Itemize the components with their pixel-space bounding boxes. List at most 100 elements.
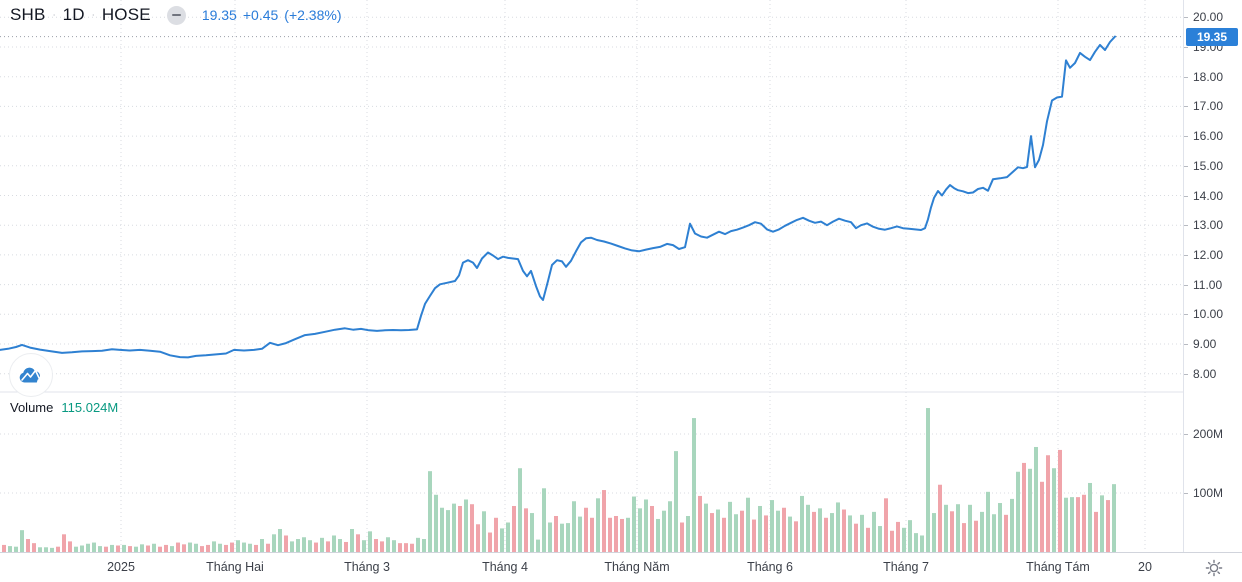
axis-tick-mark <box>1184 314 1188 316</box>
volume-bar <box>620 518 624 552</box>
volume-bar <box>764 515 768 552</box>
volume-bar <box>692 418 696 552</box>
volume-bar <box>356 534 360 552</box>
time-axis-label: Tháng Hai <box>206 560 264 574</box>
axis-tick-mark <box>1184 344 1188 345</box>
volume-bar <box>614 516 618 552</box>
exchange-label: HOSE <box>101 5 151 24</box>
volume-bar <box>638 508 642 552</box>
price-line-series <box>0 35 1116 359</box>
settings-gear-icon[interactable] <box>1205 559 1223 577</box>
volume-bar <box>782 507 786 552</box>
symbol-name: SHB <box>10 5 46 24</box>
volume-bar <box>890 530 894 552</box>
volume-bar <box>848 515 852 552</box>
price-axis-label: 14.00 <box>1193 188 1224 203</box>
volume-bar <box>560 523 564 552</box>
legend-separator: ∙ <box>91 9 95 21</box>
price-axis-label: 10.00 <box>1193 307 1224 322</box>
volume-bar <box>710 513 714 552</box>
volume-bar <box>818 508 822 552</box>
volume-bar <box>38 547 42 552</box>
volume-label: Volume <box>10 400 54 415</box>
volume-bar <box>878 526 882 552</box>
volume-bar <box>110 544 114 552</box>
axis-tick-mark <box>1184 47 1188 48</box>
volume-bar <box>62 534 66 552</box>
time-axis[interactable]: 2025 Tháng Hai Tháng 3 Tháng 4 Tháng Năm Thán… <box>0 552 1242 582</box>
volume-bar <box>410 543 414 552</box>
volume-bar <box>200 546 204 552</box>
volume-bar <box>122 544 126 552</box>
volume-bar <box>896 521 900 552</box>
volume-bar <box>1094 511 1098 552</box>
volume-bar <box>788 516 792 552</box>
volume-bar <box>590 517 594 552</box>
time-axis-label: Tháng 3 <box>344 560 390 574</box>
axis-tick-mark <box>1184 373 1188 375</box>
volume-bar <box>1064 497 1068 552</box>
price-axis-label: 8.00 <box>1193 366 1217 381</box>
volume-bar <box>230 542 234 552</box>
volume-bar <box>572 501 576 552</box>
volume-bar <box>902 527 906 552</box>
axis-tick-mark <box>1184 106 1188 108</box>
chart-plot-area[interactable] <box>0 0 1183 552</box>
volume-bar <box>746 497 750 552</box>
volume-bar <box>914 533 918 552</box>
volume-bar <box>44 547 48 552</box>
quote-change: +0.45 <box>242 7 279 23</box>
volume-bar <box>92 542 96 552</box>
volume-bar <box>164 544 168 552</box>
volume-bar <box>566 523 570 552</box>
volume-bar <box>968 504 972 552</box>
volume-bar <box>296 539 300 552</box>
volume-bar <box>86 543 90 552</box>
volume-bar <box>1106 500 1110 552</box>
volume-bar <box>482 511 486 552</box>
legend-collapse-button[interactable] <box>166 5 186 25</box>
volume-bar <box>188 542 192 552</box>
symbol-legend[interactable]: SHB ∙ 1D ∙ HOSE 19.35 +0.45 (+2.38%) <box>10 4 342 26</box>
volume-bar <box>32 543 36 552</box>
volume-bar <box>908 520 912 552</box>
volume-bar <box>140 544 144 552</box>
volume-bar <box>1112 484 1116 552</box>
volume-bar <box>1058 449 1062 552</box>
volume-bar <box>956 504 960 552</box>
volume-bar <box>770 500 774 552</box>
volume-bar <box>806 504 810 552</box>
volume-legend[interactable]: Volume 115.024M <box>10 400 118 415</box>
tradingview-logo <box>9 353 53 397</box>
price-axis[interactable]: 20.00 19.00 18.00 17.00 16.00 15.00 14.00 13.00… <box>1183 0 1242 552</box>
volume-bar <box>554 516 558 552</box>
volume-bar <box>1076 497 1080 552</box>
price-axis-label: 20.00 <box>1193 10 1224 25</box>
volume-bar <box>872 511 876 552</box>
volume-bar <box>920 535 924 552</box>
volume-bar <box>950 511 954 552</box>
volume-bar <box>704 503 708 552</box>
volume-bar <box>518 468 522 552</box>
volume-bar <box>254 544 258 552</box>
volume-bar <box>776 510 780 552</box>
volume-bar <box>158 546 162 552</box>
volume-value: 115.024M <box>61 400 119 415</box>
volume-bar <box>362 540 366 552</box>
volume-bar <box>194 543 198 552</box>
volume-bar <box>308 540 312 552</box>
volume-bar <box>206 544 210 552</box>
last-price-badge: 19.35 <box>1186 27 1238 46</box>
volume-bar <box>116 545 120 552</box>
time-axis-label: Tháng Tám <box>1026 560 1090 574</box>
volume-bar <box>236 540 240 552</box>
volume-bar <box>962 523 966 552</box>
axis-tick-mark <box>1184 76 1188 78</box>
volume-bar <box>272 534 276 552</box>
axis-tick-mark <box>1184 17 1188 19</box>
volume-bar <box>488 532 492 552</box>
volume-bar <box>824 517 828 552</box>
minus-icon <box>171 14 181 16</box>
volume-bar <box>374 539 378 552</box>
